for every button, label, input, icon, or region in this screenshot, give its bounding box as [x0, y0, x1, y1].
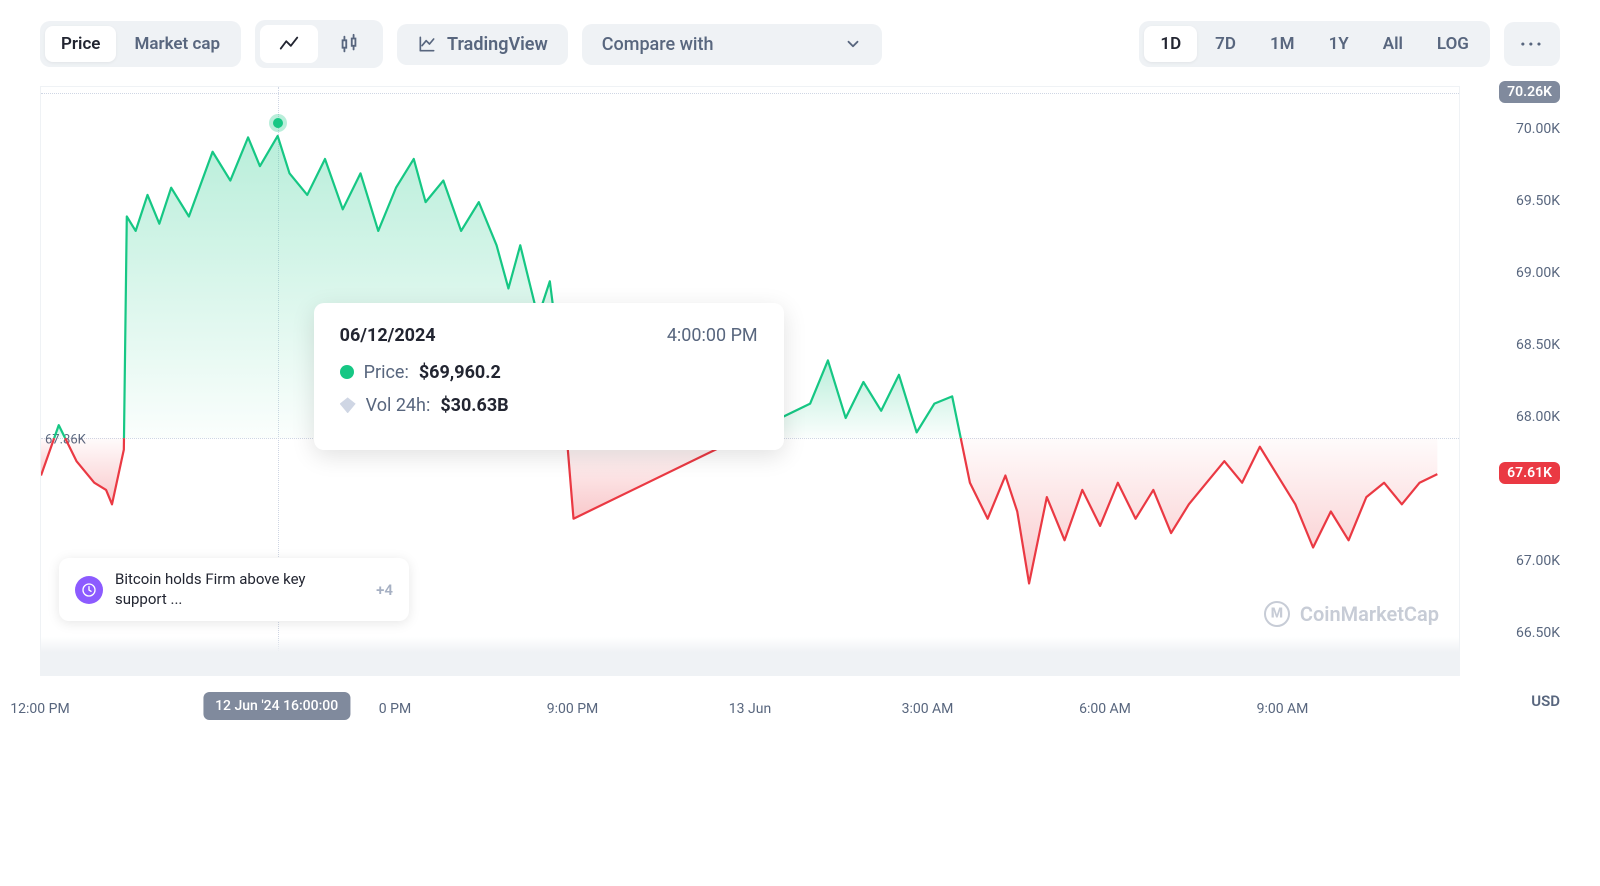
news-text: Bitcoin holds Firm above key support ...: [115, 570, 356, 609]
tooltip-key: Vol 24h:: [366, 395, 431, 416]
y-axis-badge: 70.26K: [1499, 81, 1560, 103]
chart-type-group: [255, 20, 383, 68]
x-tick: 9:00 PM: [547, 701, 599, 717]
chart-plot[interactable]: 67.86K 06/12/2024 4:00:00 PM Price: $69,…: [40, 86, 1460, 676]
x-tick: 13 Jun: [729, 701, 771, 717]
x-tick: 6:00 AM: [1079, 701, 1131, 717]
y-tick: 68.00K: [1516, 409, 1560, 425]
y-axis: 70.00K 69.50K 69.00K 68.50K 68.00K 67.00K 66.5…: [1465, 86, 1560, 676]
chevron-down-icon: [844, 35, 862, 53]
price-tooltip: 06/12/2024 4:00:00 PM Price: $69,960.2 V…: [314, 303, 784, 450]
tooltip-header: 06/12/2024 4:00:00 PM: [340, 325, 758, 346]
y-tick: 67.00K: [1516, 553, 1560, 569]
compare-label: Compare with: [602, 34, 714, 55]
y-tick: 69.00K: [1516, 265, 1560, 281]
tooltip-row: Price: $69,960.2: [340, 362, 758, 383]
watermark: CoinMarketCap: [1264, 601, 1439, 627]
news-more-count: +4: [376, 581, 393, 599]
line-chart-icon-button[interactable]: [260, 25, 318, 63]
watermark-logo-icon: [1264, 601, 1290, 627]
more-options-button[interactable]: ···: [1504, 22, 1560, 66]
watermark-text: CoinMarketCap: [1300, 602, 1439, 626]
currency-label: USD: [1531, 692, 1560, 710]
line-chart-icon: [278, 33, 300, 55]
tradingview-icon: [417, 34, 437, 54]
compare-dropdown[interactable]: Compare with: [582, 24, 882, 65]
x-tick: 3:00 AM: [902, 701, 954, 717]
view-tab-market-cap[interactable]: Market cap: [118, 26, 236, 62]
news-card[interactable]: Bitcoin holds Firm above key support ...…: [59, 558, 409, 621]
tooltip-key: Price:: [364, 362, 409, 383]
x-tick: 0 PM: [379, 701, 411, 717]
range-tab-1m[interactable]: 1M: [1254, 26, 1311, 62]
tooltip-date: 06/12/2024: [340, 325, 436, 346]
tooltip-time: 4:00:00 PM: [667, 325, 758, 346]
hover-marker-dot: [273, 118, 283, 128]
range-toggle-group: 1D7D1M1YAllLOG: [1139, 21, 1490, 67]
x-tick: 9:00 AM: [1257, 701, 1309, 717]
range-tab-log[interactable]: LOG: [1421, 26, 1485, 62]
y-tick: 69.50K: [1516, 193, 1560, 209]
view-toggle-group: PriceMarket cap: [40, 21, 241, 67]
chart-toolbar: PriceMarket cap TradingView Compare with…: [40, 20, 1560, 68]
tradingview-button[interactable]: TradingView: [397, 24, 568, 65]
range-tab-all[interactable]: All: [1367, 26, 1419, 62]
range-tab-7d[interactable]: 7D: [1199, 26, 1252, 62]
y-axis-badge: 67.61K: [1499, 462, 1560, 484]
tooltip-dot-icon: [340, 365, 354, 379]
x-tick: 12:00 PM: [10, 701, 69, 717]
x-axis-hover-badge: 12 Jun '24 16:00:00: [203, 692, 350, 720]
range-tab-1d[interactable]: 1D: [1144, 26, 1197, 62]
tooltip-row: Vol 24h: $30.63B: [340, 395, 758, 416]
tooltip-value: $30.63B: [440, 395, 508, 416]
range-tab-1y[interactable]: 1Y: [1313, 26, 1365, 62]
tradingview-label: TradingView: [447, 34, 548, 55]
tooltip-diamond-icon: [340, 397, 356, 413]
news-icon: [75, 576, 103, 604]
tooltip-value: $69,960.2: [419, 362, 501, 383]
more-icon: ···: [1520, 32, 1544, 56]
volume-area: [41, 637, 1459, 675]
chart-area: 67.86K 06/12/2024 4:00:00 PM Price: $69,…: [40, 86, 1560, 786]
y-tick: 70.00K: [1516, 121, 1560, 137]
view-tab-price[interactable]: Price: [45, 26, 116, 62]
candlestick-icon: [338, 33, 360, 55]
x-axis: 12:00 PM0 PM9:00 PM13 Jun3:00 AM6:00 AM9…: [40, 686, 1460, 716]
y-tick: 66.50K: [1516, 625, 1560, 641]
candlestick-icon-button[interactable]: [320, 25, 378, 63]
y-tick: 68.50K: [1516, 337, 1560, 353]
